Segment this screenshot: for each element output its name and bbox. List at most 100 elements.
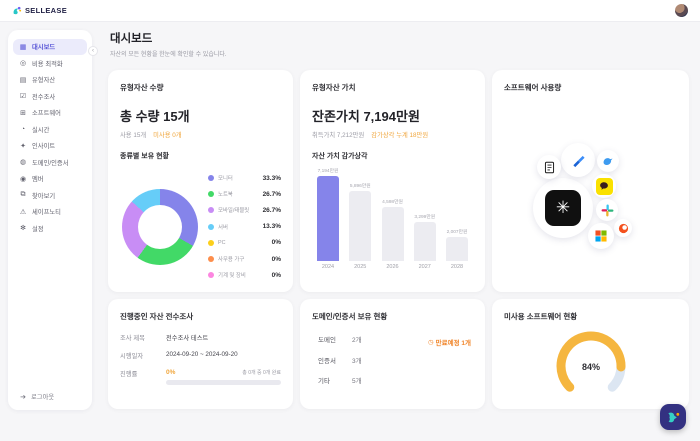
sidebar-item-7[interactable]: ✦ 인사이트 — [13, 138, 87, 154]
sidebar-item-3[interactable]: ▤ 유형자산 — [13, 72, 87, 88]
bar — [349, 191, 372, 261]
domain-cert-card: 도메인/인증서 보유 현황 ◷ 만료예정 1개 도메인 2개 인증서 3개 기타 5개 — [300, 299, 485, 409]
sidebar-item-8[interactable]: ◍ 도메인/인증서 — [13, 155, 87, 171]
sidebar: ▦ 대시보드 ◎ 비용 최적화 ▤ 유형자산 ☑ 전수조사 ⊞ 소프트웨어 ◔ 실시간 ✦ 인사이트 ◍ 도메… — [8, 30, 92, 410]
legend-dot — [208, 223, 214, 230]
domain-cert-icon: ◍ — [19, 159, 27, 167]
software-bubble-document-app — [537, 155, 561, 179]
legend-value: 0% — [271, 239, 281, 247]
domain-row: 기타 5개 — [318, 375, 473, 385]
sidebar-item-10[interactable]: ⧉ 찾아보기 — [13, 188, 87, 204]
legend-row: 모바일/태블릿 26.7% — [208, 202, 281, 218]
sidebar-item-label: 대시보드 — [32, 44, 56, 52]
domain-row-value: 2개 — [352, 337, 362, 344]
legend-label: 기계 및 장비 — [218, 273, 246, 280]
sidebar-item-9[interactable]: ◉ 멤버 — [13, 171, 87, 187]
survey-icon: ☑ — [19, 93, 27, 101]
page-subtitle: 자산의 모든 현황을 한눈에 확인할 수 있습니다. — [110, 52, 227, 58]
software-bubble-app-orange — [614, 219, 632, 237]
bar — [446, 237, 468, 261]
survey-progress-row: 진행률 0% 총 0개 중 0개 완료 — [120, 369, 281, 385]
legend-row: 사무용 가구 0% — [208, 251, 281, 267]
legend-row: 서버 13.3% — [208, 219, 281, 235]
legend-dot — [208, 272, 214, 279]
survey-row-value: 전수조사 테스트 — [166, 335, 209, 342]
software-bubble-chart: ✳ — [492, 70, 689, 292]
sidebar-item-label: 도메인/인증서 — [32, 159, 69, 167]
domain-row: 인증서 3개 — [318, 355, 473, 365]
bar-column: 2,007만원 2028 — [444, 228, 470, 270]
page-title: 대시보드 — [110, 33, 153, 45]
sidebar-item-6[interactable]: ◔ 실시간 — [13, 122, 87, 138]
dashboard-grid: 유형자산 수량 총 수량 15개 사용 15개 미사용 0개 종류별 보유 현황… — [108, 70, 689, 409]
jira-icon — [572, 155, 585, 167]
software-usage-title: 소프트웨어 사용량 — [504, 83, 562, 92]
sidebar-item-2[interactable]: ◎ 비용 최적화 — [13, 56, 87, 72]
sidebar-item-label: 인사이트 — [32, 143, 56, 151]
bar-category-label: 2026 — [386, 264, 399, 270]
browse-icon: ⧉ — [20, 191, 26, 199]
survey-card: 진행중인 자산 전수조사 조사 제목 전수조사 테스트 시행일자 2024-09-20… — [108, 299, 293, 409]
twitter-bird-icon — [603, 157, 613, 165]
chat-widget-button[interactable] — [660, 404, 686, 430]
document-app-icon — [544, 161, 554, 173]
asset-quantity-title: 유형자산 수량 — [120, 83, 164, 92]
sidebar-item-label: 찾아보기 — [32, 192, 56, 200]
bar-category-label: 2028 — [450, 264, 464, 270]
sidebar-item-12[interactable]: ✻ 설정 — [13, 221, 87, 237]
sellease-logo: SELLEASE — [12, 6, 67, 16]
domain-row-label: 도메인 — [318, 337, 336, 344]
slack-icon — [601, 204, 613, 216]
legend-row: 모니터 33.3% — [208, 170, 281, 186]
software-bubble-jira — [561, 143, 595, 177]
bar-column: 5,896만원 2025 — [347, 182, 373, 270]
logo-text: SELLEASE — [25, 6, 67, 15]
asset-value-title: 유형자산 가치 — [312, 83, 356, 92]
tangible-asset-icon: ▤ — [19, 76, 27, 84]
domain-row: 도메인 2개 — [318, 334, 473, 344]
insight-icon: ✦ — [20, 142, 26, 150]
legend-value: 13.3% — [262, 223, 281, 231]
survey-progress-bar — [166, 380, 281, 385]
sidebar-item-5[interactable]: ⊞ 소프트웨어 — [13, 105, 87, 121]
asset-value-card: 유형자산 가치 잔존가치 7,194만원 취득가치 7,212만원 감가상각 누… — [300, 70, 485, 292]
domain-row-label: 인증서 — [318, 357, 336, 365]
sidebar-item-label: 실시간 — [32, 126, 50, 134]
sidebar-item-11[interactable]: ⚠ 세이프노티 — [13, 204, 87, 220]
logout-button[interactable]: ➔ 로그아웃 — [19, 392, 54, 402]
legend-value: 26.7% — [262, 206, 281, 214]
sidebar-item-label: 설정 — [32, 225, 44, 233]
legend-label: 서버 — [218, 224, 228, 231]
sidebar-item-1[interactable]: ▦ 대시보드 — [13, 39, 87, 55]
legend-label: PC — [218, 239, 226, 246]
user-avatar[interactable] — [675, 4, 688, 17]
sidebar-collapse-chevron-icon[interactable]: ‹ — [88, 46, 98, 56]
bar — [317, 176, 339, 261]
legend-label: 사무용 가구 — [218, 257, 245, 264]
asset-quantity-total: 총 수량 15개 — [120, 109, 190, 124]
app-orange-icon — [618, 223, 628, 233]
topbar: SELLEASE — [0, 0, 700, 22]
depreciation-bar-chart: 7,194만원 2024 5,896만원 2025 4,598만원 2026 3,299만원… — [312, 167, 473, 270]
chat-widget-butterfly-icon — [667, 412, 679, 422]
survey-progress-label: 진행률 — [120, 371, 138, 378]
bar-column: 7,194만원 2024 — [315, 167, 341, 270]
sidebar-item-label: 소프트웨어 — [32, 110, 61, 118]
legend-dot — [208, 239, 214, 246]
sidebar-item-label: 멤버 — [32, 176, 44, 184]
logout-icon: ➔ — [20, 393, 26, 401]
bar-value-label: 7,194만원 — [317, 169, 339, 174]
software-bubble-kakaotalk — [592, 174, 616, 198]
asset-value-residual: 잔존가치 7,194만원 — [312, 109, 420, 124]
survey-title: 진행중인 자산 전수조사 — [120, 312, 194, 321]
sidebar-item-label: 비용 최적화 — [32, 60, 63, 68]
legend-value: 33.3% — [262, 174, 281, 182]
legend-dot — [208, 175, 214, 182]
legend-dot — [208, 191, 214, 198]
clock-icon: ◷ — [428, 339, 434, 346]
sellease-logo-icon — [13, 6, 22, 14]
software-bubble-twitter — [597, 150, 619, 172]
survey-rows: 조사 제목 전수조사 테스트 시행일자 2024-09-20 ~ 2024-09-20… — [120, 333, 281, 385]
sidebar-item-4[interactable]: ☑ 전수조사 — [13, 89, 87, 105]
